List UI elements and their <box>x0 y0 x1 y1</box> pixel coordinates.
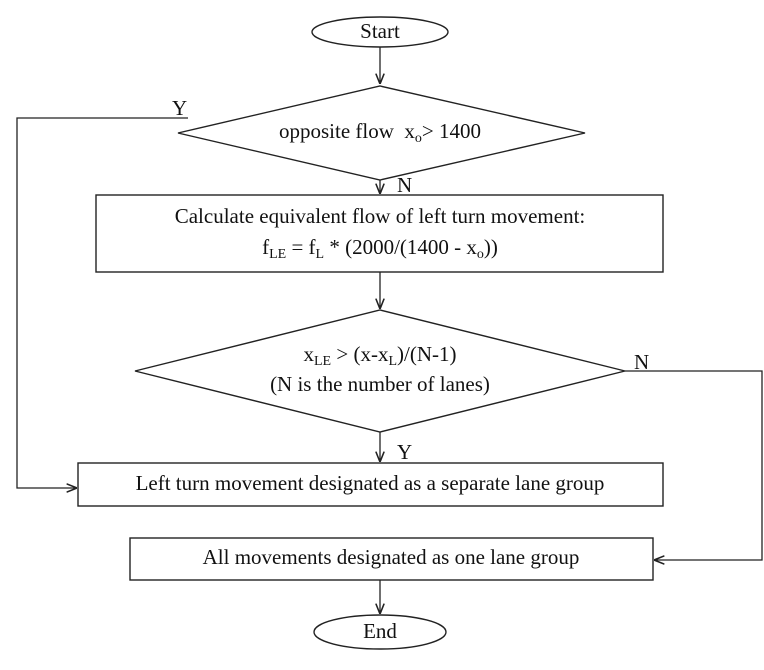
text: x <box>304 342 315 366</box>
arrow <box>16 117 188 488</box>
text: )/(N-1) <box>397 342 456 366</box>
decision <box>134 309 626 433</box>
edge-label: Y <box>397 440 412 464</box>
subscript: LE <box>269 247 286 262</box>
subscript: L <box>316 247 325 262</box>
subscript: LE <box>314 354 331 369</box>
node-label: Calculate equivalent flow of left turn m… <box>175 204 586 228</box>
subscript: o <box>415 131 422 146</box>
decision <box>177 85 586 181</box>
subscript: o <box>477 247 484 262</box>
text: )) <box>484 235 498 259</box>
node-label: fLE = fL * (2000/(1400 - xo)) <box>262 235 498 262</box>
node-label: xLE > (x-xL)/(N-1) <box>304 342 457 369</box>
text: > (x-x <box>331 342 389 366</box>
process <box>129 537 654 581</box>
text: = f <box>286 235 315 259</box>
node-label: (N is the number of lanes) <box>270 372 490 396</box>
text: > 1400 <box>422 119 481 143</box>
edge-label: Y <box>172 96 187 120</box>
arrow <box>625 370 763 560</box>
node-label: opposite flow xo> 1400 <box>279 119 481 146</box>
edge-label: N <box>397 173 412 197</box>
node-label: Start <box>360 19 400 43</box>
text: opposite flow x <box>279 119 415 143</box>
node-label: Left turn movement designated as a separ… <box>136 471 605 495</box>
connectors <box>16 46 763 614</box>
text: f <box>262 235 269 259</box>
edge-label: N <box>634 350 649 374</box>
node-label: End <box>363 619 397 643</box>
start-oval <box>311 16 449 48</box>
subscript: L <box>388 354 397 369</box>
text: * (2000/(1400 - x <box>324 235 477 259</box>
process <box>95 194 664 273</box>
node-label: All movements designated as one lane gro… <box>203 545 580 569</box>
end-oval <box>313 614 447 650</box>
process <box>77 462 664 507</box>
